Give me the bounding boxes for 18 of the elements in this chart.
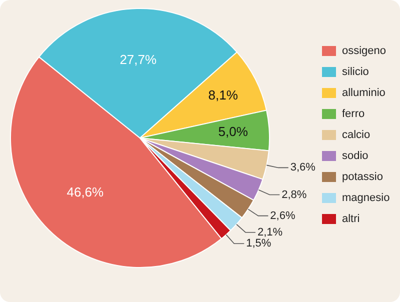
data-label: 3,6% (290, 162, 316, 174)
data-label: 2,6% (270, 210, 296, 222)
data-label: 8,1% (208, 87, 238, 102)
legend-label: ferro (342, 108, 365, 120)
data-label: 2,8% (282, 188, 307, 201)
legend-label: calcio (342, 128, 370, 140)
legend-label: silicio (342, 66, 369, 78)
legend-label: altri (342, 212, 360, 224)
legend-label: alluminio (342, 86, 386, 98)
legend-label: sodio (342, 150, 368, 162)
data-label: 2,1% (257, 226, 283, 238)
data-label: 27,7% (120, 52, 157, 67)
legend-label: potassio (342, 170, 383, 182)
data-label: 46,6% (66, 184, 104, 200)
legend-label: magnesio (342, 192, 390, 204)
data-label: 1,5% (246, 238, 272, 250)
data-label: 5,0% (218, 124, 248, 140)
legend-label: ossigeno (342, 44, 386, 56)
